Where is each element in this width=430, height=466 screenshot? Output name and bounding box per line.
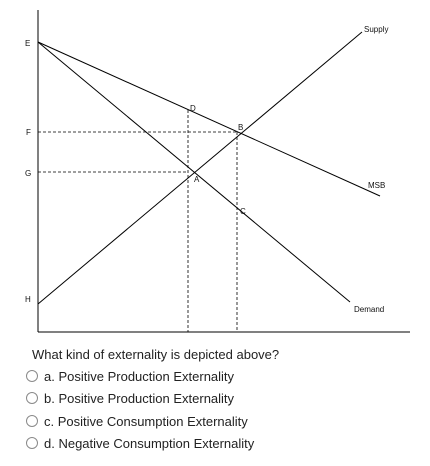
msb-label: MSB [368, 181, 385, 190]
point-label-a: A [194, 175, 200, 184]
supply-label: Supply [364, 25, 388, 34]
point-label-d: D [190, 104, 196, 113]
axis-label-g: G [25, 169, 31, 178]
msb-curve [37, 41, 381, 197]
demand-label: Demand [354, 305, 384, 314]
option-d[interactable]: d. Negative Consumption Externality [26, 433, 254, 453]
axis-label-f: F [26, 128, 31, 137]
option-a[interactable]: a. Positive Production Externality [26, 366, 234, 386]
option-b[interactable]: b. Positive Production Externality [26, 388, 234, 408]
radio-button-b[interactable] [26, 392, 38, 404]
radio-button-d[interactable] [26, 437, 38, 449]
question-prompt: What kind of externality is depicted abo… [32, 347, 280, 362]
demand-curve [37, 41, 351, 303]
supply-curve [37, 31, 363, 305]
axis-label-e: E [25, 39, 30, 48]
point-label-b: B [238, 123, 243, 132]
option-c-label: c. Positive Consumption Externality [44, 413, 248, 429]
externality-graph: E F G H A B C D Supply MSB Demand [25, 10, 410, 333]
point-label-c: C [240, 207, 246, 216]
axis-label-h: H [25, 295, 31, 304]
option-b-label: b. Positive Production Externality [44, 390, 235, 406]
option-a-label: a. Positive Production Externality [44, 368, 235, 384]
option-d-label: d. Negative Consumption Externality [44, 435, 255, 451]
radio-button-c[interactable] [26, 415, 38, 427]
radio-button-a[interactable] [26, 370, 38, 382]
option-c[interactable]: c. Positive Consumption Externality [26, 411, 248, 431]
